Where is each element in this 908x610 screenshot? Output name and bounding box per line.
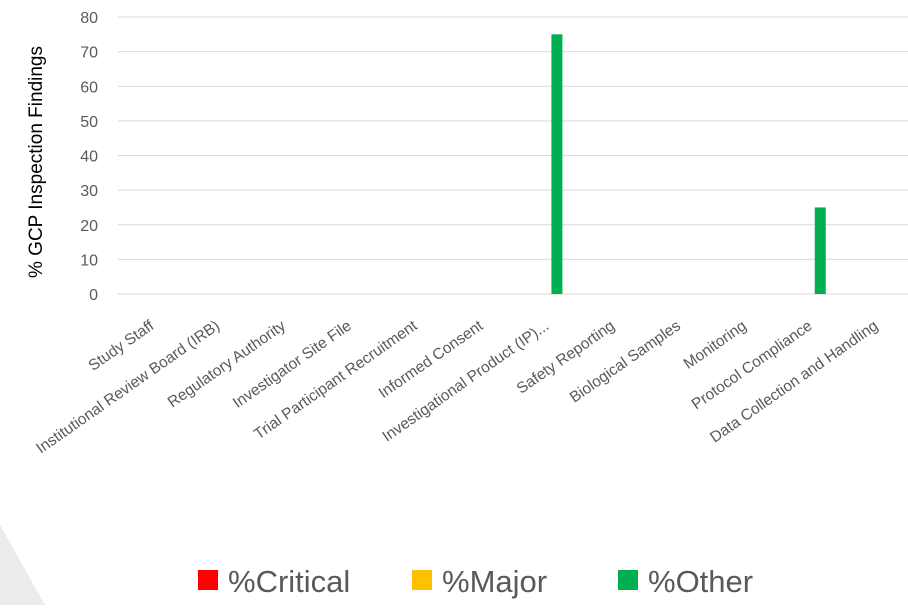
x-tick-label: Protocol Compliance <box>689 317 816 413</box>
bars <box>551 34 826 294</box>
bar <box>551 34 563 294</box>
bar <box>814 207 826 294</box>
legend-swatch <box>198 570 218 590</box>
legend-label: %Other <box>648 564 753 599</box>
y-tick-label: 40 <box>80 149 98 166</box>
decorative-corner <box>0 525 45 605</box>
y-tick-label: 20 <box>80 218 98 235</box>
y-tick-label: 60 <box>80 79 98 96</box>
legend-swatch <box>412 570 432 590</box>
y-axis-title: % GCP Inspection Findings <box>26 46 47 278</box>
y-tick-label: 70 <box>80 45 98 62</box>
x-tick-label: Investigator Site File <box>230 317 355 411</box>
y-axis-ticks: 0 10 20 30 40 50 60 70 80 <box>80 10 98 304</box>
legend-label: %Major <box>442 564 547 599</box>
y-tick-label: 30 <box>80 183 98 200</box>
legend-label: %Critical <box>228 564 350 599</box>
y-tick-label: 0 <box>89 287 98 304</box>
legend-swatch <box>618 570 638 590</box>
x-tick-label: Biological Samples <box>567 317 684 406</box>
legend: %Critical %Major %Other <box>198 564 753 599</box>
y-tick-label: 80 <box>80 10 98 27</box>
y-tick-label: 10 <box>80 252 98 269</box>
y-tick-label: 50 <box>80 114 98 131</box>
gridlines <box>118 16 908 295</box>
x-tick-label: Regulatory Authority <box>165 317 289 411</box>
